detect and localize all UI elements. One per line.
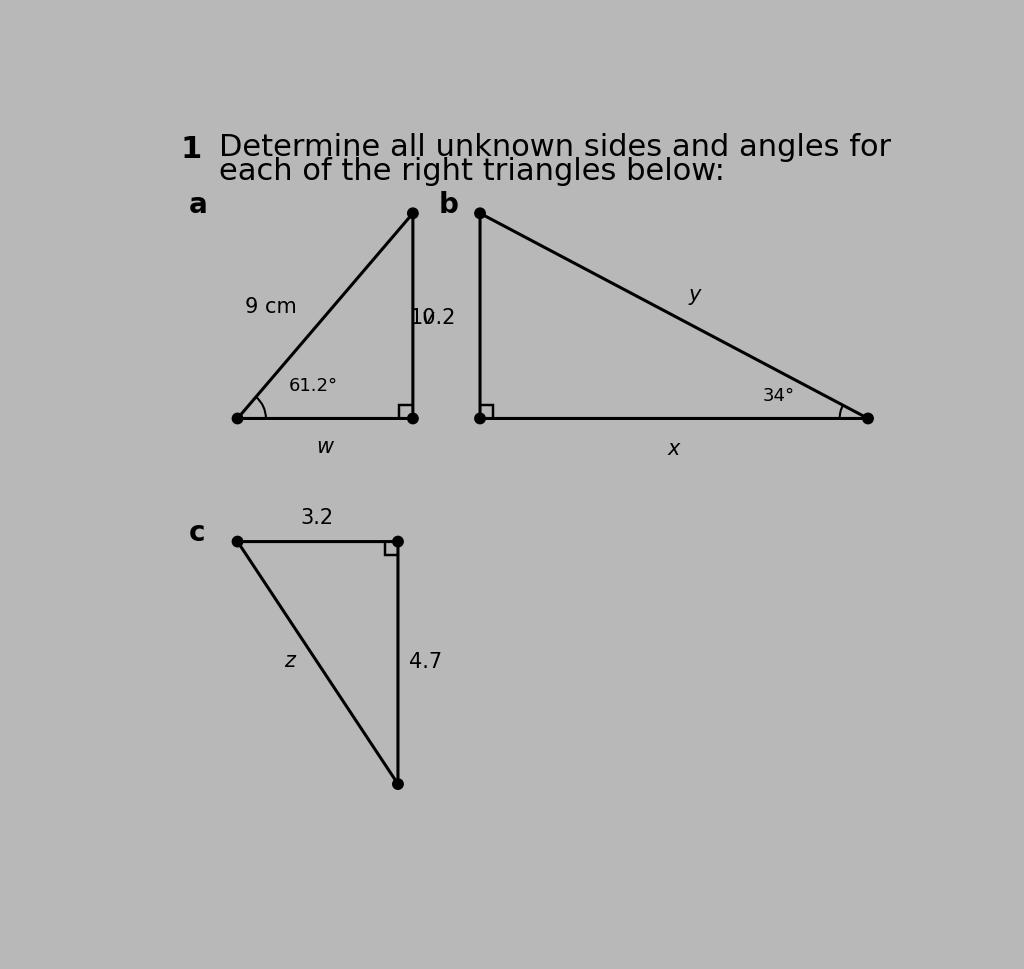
Circle shape — [393, 537, 403, 547]
Text: v: v — [422, 308, 434, 328]
Circle shape — [408, 208, 418, 218]
Text: y: y — [689, 285, 701, 305]
Text: c: c — [189, 519, 206, 547]
Text: x: x — [668, 439, 680, 458]
Text: 3.2: 3.2 — [301, 508, 334, 528]
Circle shape — [475, 208, 485, 218]
Text: z: z — [284, 651, 295, 671]
Text: 1: 1 — [180, 135, 202, 164]
Text: 34°: 34° — [763, 387, 795, 405]
Circle shape — [232, 537, 243, 547]
Text: 4.7: 4.7 — [410, 652, 442, 672]
Text: a: a — [189, 191, 208, 219]
Circle shape — [232, 413, 243, 423]
Text: Determine all unknown sides and angles for: Determine all unknown sides and angles f… — [219, 133, 891, 162]
Text: 61.2°: 61.2° — [289, 377, 338, 395]
Circle shape — [393, 779, 403, 790]
Text: 10.2: 10.2 — [410, 308, 456, 328]
Circle shape — [408, 413, 418, 423]
Circle shape — [863, 413, 873, 423]
Circle shape — [475, 413, 485, 423]
Text: b: b — [439, 191, 459, 219]
Text: w: w — [316, 437, 334, 457]
Text: 9 cm: 9 cm — [246, 297, 297, 317]
Text: each of the right triangles below:: each of the right triangles below: — [219, 157, 725, 186]
